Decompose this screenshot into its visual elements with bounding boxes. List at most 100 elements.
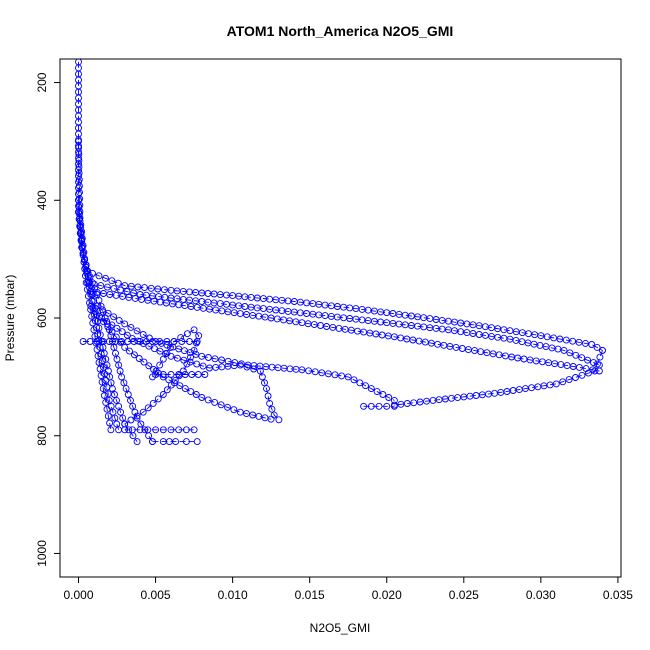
data-point xyxy=(134,283,142,291)
data-point xyxy=(95,272,103,280)
data-point xyxy=(562,336,570,344)
data-point xyxy=(593,360,601,368)
data-point xyxy=(76,222,84,230)
data-point xyxy=(79,249,87,257)
data-point xyxy=(89,269,97,277)
data-point xyxy=(93,324,101,332)
data-point xyxy=(95,359,103,366)
data-point xyxy=(127,416,135,424)
data-point xyxy=(133,327,141,335)
data-point xyxy=(367,402,375,410)
data-point xyxy=(78,244,86,252)
data-point xyxy=(591,367,599,375)
x-axis: 0.000 0.005 0.010 0.015 0.020 0.025 0.030 0.035 xyxy=(63,576,633,602)
data-point xyxy=(204,354,212,361)
data-point xyxy=(121,343,129,351)
data-point xyxy=(117,286,124,294)
data-point xyxy=(331,371,339,379)
data-point xyxy=(556,335,564,343)
data-point xyxy=(236,361,244,369)
data-point xyxy=(159,391,167,398)
data-point xyxy=(135,355,143,362)
data-point xyxy=(156,338,164,345)
data-point xyxy=(94,330,102,338)
data-point xyxy=(152,426,160,434)
chart-title: ATOM1 North_America N2O5_GMI xyxy=(227,23,454,39)
data-point xyxy=(102,377,110,384)
data-point xyxy=(104,412,112,420)
data-point xyxy=(133,412,141,420)
profile-line xyxy=(90,291,600,372)
data-point xyxy=(183,330,191,338)
profile-line xyxy=(78,211,120,430)
data-point xyxy=(167,343,174,351)
data-point xyxy=(550,334,558,342)
data-point xyxy=(122,385,130,393)
data-point xyxy=(110,313,118,321)
data-point xyxy=(195,332,203,340)
data-point xyxy=(193,360,201,368)
data-point xyxy=(159,373,167,381)
data-point xyxy=(121,420,129,428)
data-point xyxy=(311,368,319,376)
data-point xyxy=(182,426,190,434)
data-point xyxy=(133,438,141,446)
data-point xyxy=(362,382,369,390)
data-point xyxy=(264,392,272,400)
data-point xyxy=(224,357,232,365)
data-point xyxy=(173,354,181,362)
profile-line xyxy=(124,329,200,425)
data-point xyxy=(114,279,122,287)
data-point xyxy=(584,369,592,377)
data-point xyxy=(106,419,114,427)
data-point xyxy=(429,396,437,404)
data-point xyxy=(75,215,83,223)
data-point xyxy=(170,379,178,387)
data-point xyxy=(231,359,239,367)
data-point xyxy=(423,397,431,405)
data-point xyxy=(416,398,424,406)
data-point xyxy=(93,302,101,310)
data-point xyxy=(578,354,586,362)
data-point xyxy=(104,390,112,398)
profile-line xyxy=(394,350,603,406)
data-point xyxy=(80,256,88,264)
data-point xyxy=(78,242,86,250)
data-point xyxy=(383,402,391,410)
data-point xyxy=(156,347,164,355)
data-point xyxy=(90,280,98,288)
data-point xyxy=(167,352,175,360)
data-point xyxy=(103,283,111,291)
data-point xyxy=(305,367,313,375)
data-point xyxy=(126,347,133,355)
data-point xyxy=(179,367,187,375)
data-point xyxy=(147,284,155,292)
data-point xyxy=(156,361,164,369)
data-point xyxy=(236,408,244,416)
data-point xyxy=(144,426,152,434)
data-point xyxy=(88,297,96,305)
data-point xyxy=(167,426,175,434)
data-point xyxy=(82,263,90,271)
data-point xyxy=(100,363,107,371)
data-point xyxy=(560,346,568,354)
data-point xyxy=(559,378,567,386)
data-point xyxy=(350,376,358,384)
data-point xyxy=(186,358,194,366)
x-tick-label: 0.010 xyxy=(218,588,248,602)
data-point xyxy=(105,396,113,404)
data-point xyxy=(136,426,144,434)
data-point xyxy=(356,379,364,387)
data-point xyxy=(218,356,226,364)
data-point xyxy=(104,323,112,331)
data-point xyxy=(98,378,106,386)
data-point xyxy=(318,369,326,377)
data-point xyxy=(578,371,586,379)
profile-15 xyxy=(390,346,606,409)
data-point xyxy=(193,438,201,446)
y-tick-label: 800 xyxy=(35,425,49,445)
data-point xyxy=(204,396,212,404)
data-point xyxy=(344,373,352,381)
data-point xyxy=(141,284,148,292)
data-point xyxy=(575,363,583,371)
